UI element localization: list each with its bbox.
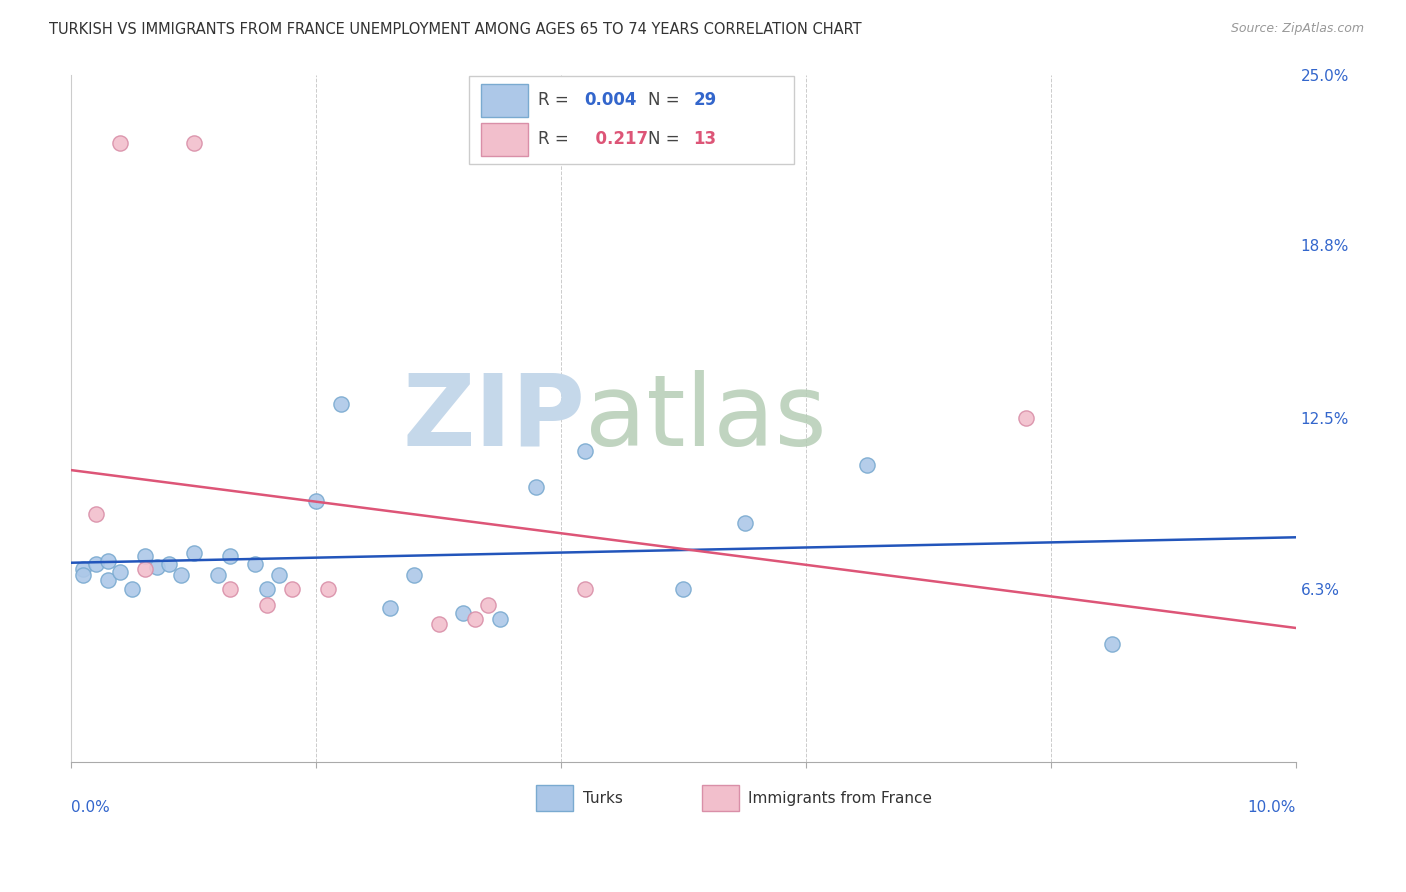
Text: Immigrants from France: Immigrants from France [748,790,932,805]
Point [1015,411,1038,425]
Point [451,607,474,621]
Text: 0.0%: 0.0% [72,799,110,814]
Text: N =: N = [648,91,685,109]
Point [856,458,879,472]
Point [1101,636,1123,650]
Point [243,557,266,571]
Point [84,557,107,571]
Text: R =: R = [537,130,574,148]
Point [72,562,94,576]
Point [256,582,278,596]
FancyBboxPatch shape [702,785,738,811]
FancyBboxPatch shape [537,785,574,811]
Text: Source: ZipAtlas.com: Source: ZipAtlas.com [1230,22,1364,36]
FancyBboxPatch shape [470,76,793,164]
Point [219,582,242,596]
Point [280,582,302,596]
Point [183,546,205,560]
Text: ZIP: ZIP [402,369,585,467]
Point [183,136,205,151]
Text: 10.0%: 10.0% [1247,799,1295,814]
Point [402,567,425,582]
Point [97,574,120,588]
Point [146,559,169,574]
Point [318,582,340,596]
Point [84,508,107,522]
Point [72,567,94,582]
Point [219,549,242,563]
Point [110,136,132,151]
FancyBboxPatch shape [481,84,527,117]
Point [329,397,352,411]
Text: 13: 13 [693,130,716,148]
Point [134,549,156,563]
Point [734,516,756,530]
Text: 0.004: 0.004 [585,91,637,109]
Point [157,557,180,571]
Point [256,598,278,612]
Point [110,565,132,579]
Point [305,493,328,508]
Point [269,567,291,582]
Point [488,612,510,626]
Text: atlas: atlas [585,369,827,467]
FancyBboxPatch shape [481,122,527,155]
Point [427,617,450,632]
Text: 0.217: 0.217 [585,130,648,148]
Point [574,444,596,458]
Text: TURKISH VS IMMIGRANTS FROM FRANCE UNEMPLOYMENT AMONG AGES 65 TO 74 YEARS CORRELA: TURKISH VS IMMIGRANTS FROM FRANCE UNEMPL… [49,22,862,37]
Point [121,582,143,596]
Point [574,582,596,596]
Text: N =: N = [648,130,685,148]
Text: Turks: Turks [583,790,623,805]
Point [672,582,695,596]
Point [378,600,401,615]
Point [207,567,229,582]
Point [134,562,156,576]
Point [170,567,193,582]
Point [526,480,548,494]
Text: R =: R = [537,91,574,109]
Point [477,598,499,612]
Point [464,612,486,626]
Text: 29: 29 [693,91,717,109]
Point [97,554,120,568]
